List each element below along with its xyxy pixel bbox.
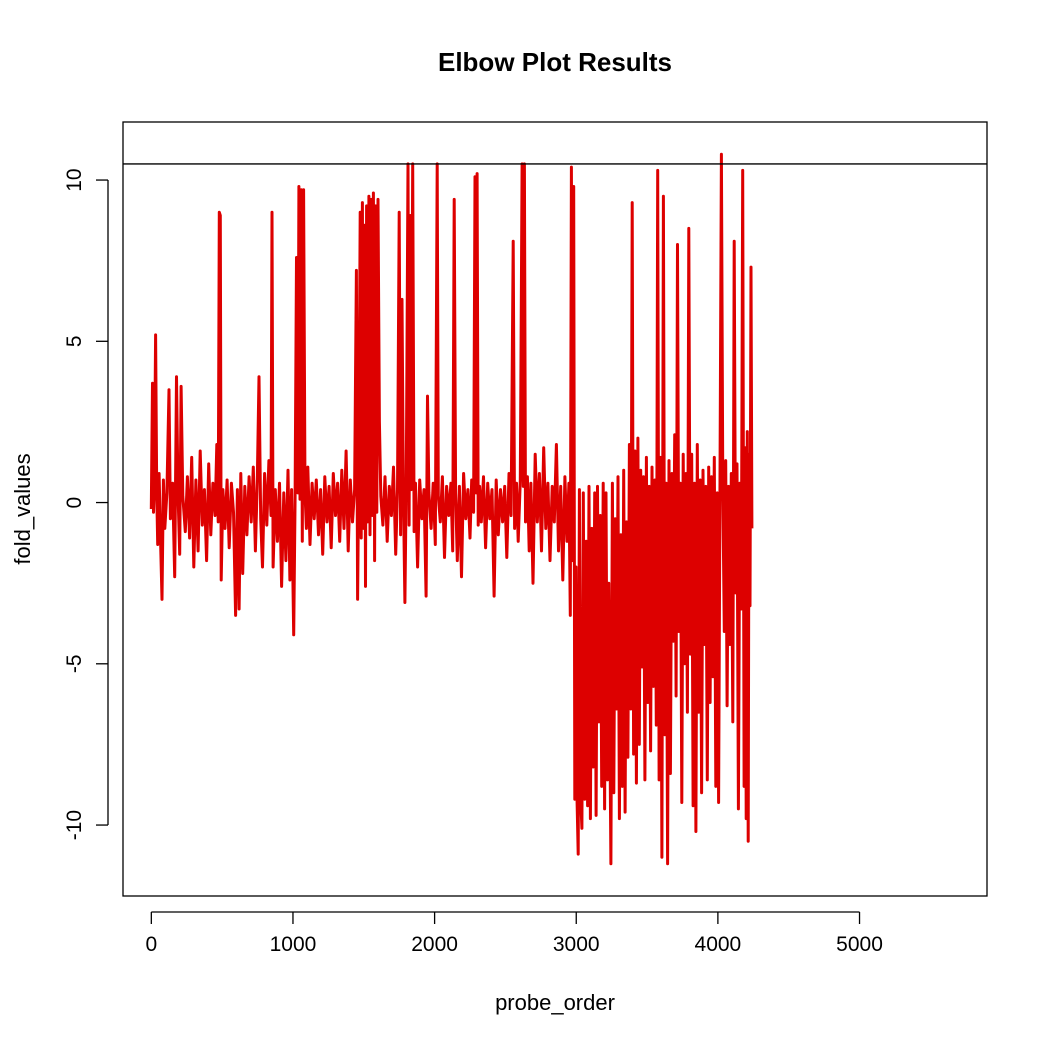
y-tick-label: -5 (63, 654, 86, 673)
y-axis-label: fold_values (10, 453, 35, 564)
y-tick-label: 5 (63, 335, 86, 347)
x-tick-label: 1000 (270, 933, 317, 956)
x-tick-label: 4000 (695, 933, 742, 956)
y-tick-label: -10 (63, 810, 86, 840)
plot-border (122, 121, 988, 897)
x-tick-label: 3000 (553, 933, 600, 956)
x-tick-label: 5000 (836, 933, 883, 956)
x-tick-label: 0 (145, 933, 157, 956)
plot-area (123, 152, 987, 866)
y-tick-label: 0 (63, 497, 86, 509)
x-tick-label: 2000 (411, 933, 458, 956)
y-tick-label: 10 (63, 168, 86, 191)
axes: 0 1000 2000 3000 4000 5000 -10 -5 0 5 10 (63, 168, 883, 956)
chart-title: Elbow Plot Results (438, 47, 672, 77)
x-axis-label: probe_order (495, 990, 615, 1015)
series-line-0 (149, 152, 754, 866)
